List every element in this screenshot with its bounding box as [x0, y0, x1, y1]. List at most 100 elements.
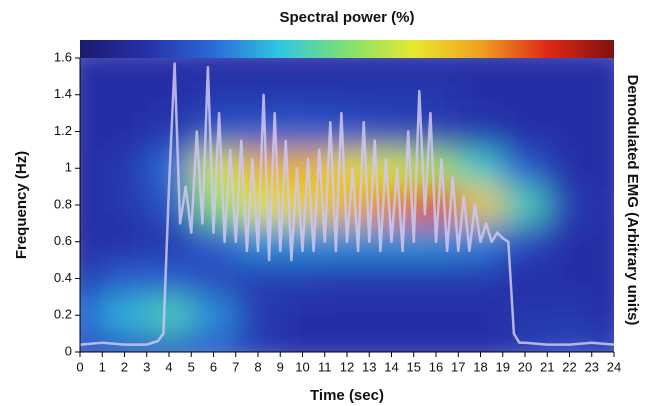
heatmap-cell	[547, 113, 592, 150]
heatmap-cell	[102, 76, 147, 114]
heatmap-cell	[413, 296, 459, 334]
heatmap-cell	[591, 223, 614, 261]
heatmap-cell	[235, 58, 281, 77]
y-tick-label: 1	[65, 160, 72, 175]
heatmap-cell	[146, 296, 192, 334]
heatmap-cell	[146, 76, 192, 114]
heatmap-cell	[146, 223, 192, 261]
x-tick-label: 11	[318, 359, 332, 374]
x-tick-label: 4	[165, 359, 172, 374]
x-tick-label: 0	[76, 359, 83, 374]
heatmap-cell	[369, 296, 414, 334]
x-tick-label: 9	[277, 359, 284, 374]
heatmap-cell	[591, 76, 614, 114]
y-tick-label: 0.4	[54, 270, 72, 285]
heatmap-cell	[80, 76, 103, 114]
y-tick-label: 0.6	[54, 233, 72, 248]
heatmap-cell	[102, 149, 147, 187]
heatmap-cell	[547, 223, 592, 261]
heatmap-cell	[80, 260, 103, 297]
x-tick-label: 23	[585, 359, 599, 374]
heatmap-cell	[191, 296, 236, 334]
y-tick-label: 1.4	[54, 86, 72, 101]
heatmap-cell	[591, 149, 614, 187]
chart-title: Spectral power (%)	[279, 9, 414, 26]
heatmap-cells	[80, 58, 614, 352]
heatmap-cell	[280, 260, 325, 297]
heatmap-cell	[80, 223, 103, 261]
heatmap-cell	[591, 186, 614, 224]
heatmap-cell	[235, 333, 281, 352]
heatmap-cell	[502, 296, 548, 334]
heatmap-cell	[280, 58, 325, 77]
heatmap-cell	[413, 260, 459, 297]
heatmap-cell	[547, 333, 592, 352]
x-tick-label: 15	[407, 359, 421, 374]
x-tick-label: 10	[295, 359, 309, 374]
heatmap-cell	[502, 186, 548, 224]
heatmap-cell	[369, 333, 414, 352]
x-tick-label: 22	[562, 359, 576, 374]
heatmap-cell	[369, 58, 414, 77]
heatmap-cell	[280, 76, 325, 114]
heatmap-cell	[80, 186, 103, 224]
heatmap-cell	[324, 76, 370, 114]
x-tick-label: 21	[540, 359, 554, 374]
x-tick-label: 17	[451, 359, 465, 374]
y-tick-label: 1.2	[54, 123, 72, 138]
heatmap-cell	[235, 260, 281, 297]
heatmap-cell	[80, 296, 103, 334]
emg-line	[80, 62, 614, 346]
heatmap-cell	[280, 333, 325, 352]
heatmap-cell	[502, 149, 548, 187]
heatmap-cell	[413, 58, 459, 77]
heatmap-cell	[458, 113, 503, 150]
heatmap-cell	[191, 76, 236, 114]
y-tick-label: 1.6	[54, 49, 72, 64]
heatmap-cell	[458, 58, 503, 77]
heatmap-cell	[102, 333, 147, 352]
heatmap-cell	[191, 333, 236, 352]
heatmap-cell	[102, 223, 147, 261]
x-tick-label: 24	[607, 359, 621, 374]
y-tick-label: 0.8	[54, 196, 72, 211]
heatmap-cell	[547, 58, 592, 77]
y2-axis-label: Demodulated EMG (Arbitrary units)	[624, 75, 641, 326]
heatmap-cell	[80, 149, 103, 187]
heatmap-cell	[369, 76, 414, 114]
x-tick-label: 7	[232, 359, 239, 374]
heatmap-cell	[191, 260, 236, 297]
heatmap-cell	[458, 149, 503, 187]
heatmap-cell	[502, 113, 548, 150]
heatmap-cell	[502, 58, 548, 77]
heatmap-cell	[547, 76, 592, 114]
heatmap-cell	[191, 58, 236, 77]
heatmap-cell	[80, 58, 103, 77]
x-tick-label: 20	[518, 359, 532, 374]
x-tick-label: 1	[99, 359, 106, 374]
x-tick-label: 12	[340, 359, 354, 374]
x-tick-label: 19	[496, 359, 510, 374]
heatmap-cell	[502, 76, 548, 114]
heatmap-cell	[591, 260, 614, 297]
heatmap-cell	[324, 333, 370, 352]
x-tick-label: 14	[384, 359, 398, 374]
x-tick-label: 6	[210, 359, 217, 374]
heatmap-cell	[102, 260, 147, 297]
heatmap-cell	[102, 186, 147, 224]
heatmap-cell	[146, 113, 192, 150]
x-tick-label: 8	[254, 359, 261, 374]
heatmap-cell	[369, 260, 414, 297]
heatmap-cell	[369, 113, 414, 150]
heatmap-cell	[146, 260, 192, 297]
heatmap-cell	[324, 58, 370, 77]
x-tick-label: 2	[121, 359, 128, 374]
x-tick-label: 3	[143, 359, 150, 374]
x-axis-label: Time (sec)	[310, 387, 384, 404]
y-axis-label: Frequency (Hz)	[13, 151, 30, 259]
heatmap-cell	[235, 296, 281, 334]
heatmap-cell	[235, 76, 281, 114]
colorbar	[80, 40, 614, 58]
heatmap-cell	[413, 333, 459, 352]
